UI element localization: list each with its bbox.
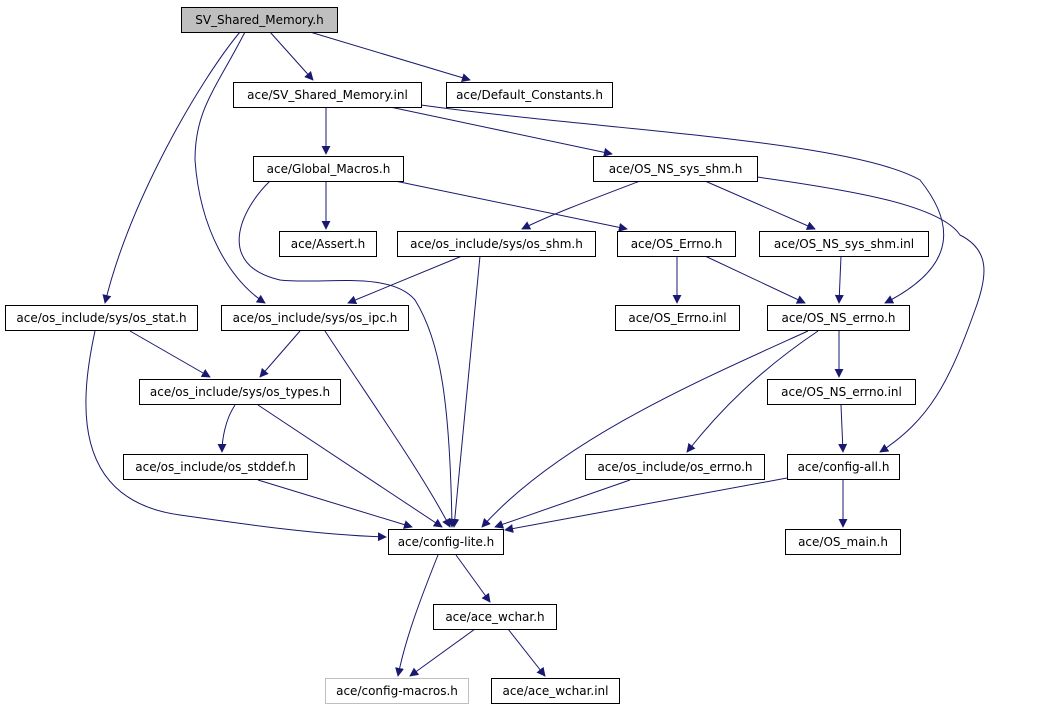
- node-os-ns-errno-inl[interactable]: ace/OS_NS_errno.inl: [767, 379, 916, 405]
- node-os-types[interactable]: ace/os_include/sys/os_types.h: [139, 379, 341, 405]
- node-os-errno-inl[interactable]: ace/OS_Errno.inl: [615, 305, 740, 331]
- edge-os_ipc-to-os_types: [259, 330, 301, 378]
- node-os-stddef[interactable]: ace/os_include/os_stddef.h: [123, 454, 308, 480]
- edge-os_stat-to-os_types: [129, 330, 211, 378]
- edge-root-to-os_ipc: [194, 31, 266, 304]
- edge-os_stat-to-config_lite: [85, 330, 387, 542]
- node-ace-wchar-inl[interactable]: ace/ace_wchar.inl: [491, 678, 620, 704]
- edge-os_ns_sys_shm-to-config_all: [756, 176, 985, 453]
- edge-ace_wchar-to-config_macros: [409, 628, 476, 677]
- edge-os_ns_sys_shm_inl-to-os_ns_errno: [834, 255, 844, 304]
- node-os-ns-sys-shm-inl[interactable]: ace/OS_NS_sys_shm.inl: [759, 231, 929, 257]
- node-config-lite[interactable]: ace/config-lite.h: [388, 529, 504, 555]
- node-os-stat[interactable]: ace/os_include/sys/os_stat.h: [5, 305, 198, 331]
- edge-os_types-to-os_stddef: [217, 404, 236, 453]
- edge-config_lite-to-ace_wchar: [455, 554, 491, 603]
- edge-os_shm-to-os_ipc: [347, 255, 463, 305]
- edge-sv_inl-to-os_ns_errno: [420, 104, 944, 304]
- node-assert[interactable]: ace/Assert.h: [279, 231, 377, 257]
- node-default-constants[interactable]: ace/Default_Constants.h: [446, 82, 613, 108]
- node-os-ns-sys-shm-h[interactable]: ace/OS_NS_sys_shm.h: [593, 156, 758, 182]
- node-os-shm[interactable]: ace/os_include/sys/os_shm.h: [397, 231, 596, 257]
- node-config-all[interactable]: ace/config-all.h: [787, 454, 900, 480]
- edge-os_ipc-to-config_lite: [324, 330, 451, 528]
- edge-os_ns_errno-to-config_lite: [481, 330, 809, 528]
- node-ace-wchar-h[interactable]: ace/ace_wchar.h: [433, 604, 557, 630]
- edge-os_stddef-to-config_lite: [257, 479, 413, 529]
- edge-sv_inl-to-os_ns_sys_shm: [389, 106, 613, 157]
- edge-os_ns_errno-to-os_include_errno: [686, 330, 819, 453]
- node-os-errno-h[interactable]: ace/OS_Errno.h: [617, 231, 736, 257]
- edge-os_ns_errno_inl-to-config_all: [838, 404, 848, 453]
- node-os-ns-errno-h[interactable]: ace/OS_NS_errno.h: [767, 305, 910, 331]
- edge-global_macros-to-config_lite: [238, 180, 457, 528]
- node-root: SV_Shared_Memory.h: [181, 7, 338, 33]
- edge-ace_wchar-to-ace_wchar_inl: [507, 628, 546, 677]
- node-global-macros[interactable]: ace/Global_Macros.h: [253, 156, 404, 182]
- edge-root-to-sv_inl: [269, 31, 314, 81]
- edge-config_lite-to-config_macros: [395, 554, 439, 677]
- edge-os_ns_sys_shm-to-os_shm: [521, 180, 641, 230]
- edge-os_errno_h-to-os_ns_errno: [704, 255, 806, 304]
- edge-root-to-os_stat: [102, 31, 241, 304]
- node-os-include-errno[interactable]: ace/os_include/os_errno.h: [585, 454, 765, 480]
- edge-os_include_errno-to-config_lite: [494, 479, 631, 529]
- node-os-main[interactable]: ace/OS_main.h: [785, 529, 901, 555]
- edge-os_shm-to-config_lite: [450, 255, 481, 528]
- edge-global_macros-to-os_errno_h: [394, 180, 628, 232]
- node-os-ipc[interactable]: ace/os_include/sys/os_ipc.h: [221, 305, 409, 331]
- edge-os_ns_sys_shm-to-os_ns_sys_shm_inl: [704, 180, 816, 230]
- edge-root-to-default_constants: [309, 31, 471, 82]
- edge-os_types-to-config_lite: [257, 404, 443, 528]
- edge-config_all-to-config_lite: [504, 477, 788, 533]
- node-config-macros: ace/config-macros.h: [325, 678, 469, 704]
- node-sv-shared-memory-inl[interactable]: ace/SV_Shared_Memory.inl: [233, 82, 422, 108]
